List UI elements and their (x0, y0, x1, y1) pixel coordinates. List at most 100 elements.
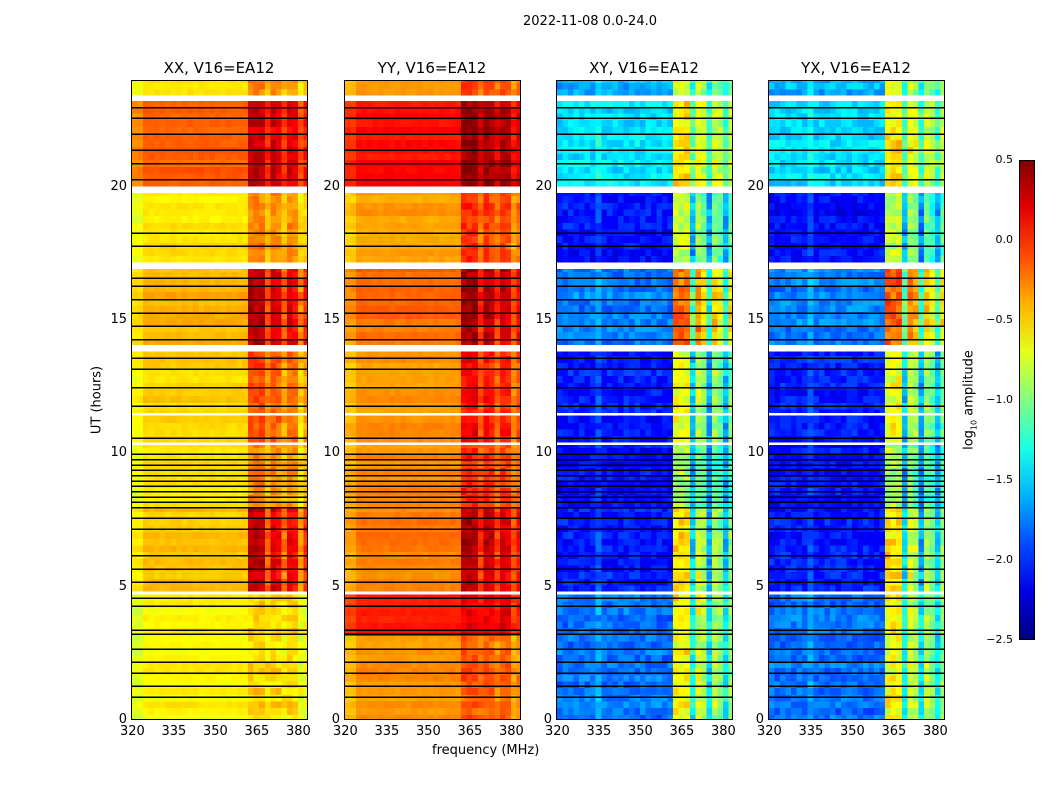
heatmap-cell (450, 507, 457, 513)
heatmap-cell (488, 474, 495, 482)
heatmap-cell (275, 113, 282, 121)
heatmap-cell (477, 585, 484, 593)
heatmap-cell (242, 179, 249, 187)
heatmap-cell (170, 179, 177, 187)
heatmap-cell (356, 429, 363, 437)
heatmap-cell (494, 447, 501, 455)
heatmap-cell (248, 278, 255, 286)
heatmap-cell (203, 119, 210, 127)
heatmap-cell (303, 634, 307, 642)
heatmap-cell (422, 362, 429, 370)
heatmap-cell (303, 153, 307, 161)
heatmap-cell (488, 422, 495, 430)
heatmap-cell (292, 179, 299, 187)
heatmap-cell (214, 674, 221, 682)
heatmap-cell (303, 507, 307, 513)
heatmap-cell (345, 647, 352, 655)
heatmap-cell (264, 641, 271, 649)
heatmap-cell (220, 474, 227, 482)
heatmap-cell (132, 571, 139, 579)
heatmap-cell (214, 318, 221, 326)
heatmap-cell (275, 193, 282, 197)
heatmap-cell (253, 538, 260, 546)
heatmap-cell (220, 494, 227, 502)
heatmap-cell (170, 271, 177, 279)
heatmap-cell (303, 694, 307, 702)
heatmap-cell (214, 351, 221, 357)
heatmap-cell (411, 362, 418, 370)
heatmap-cell (187, 179, 194, 187)
heatmap-cell (405, 641, 412, 649)
heatmap-cell (510, 661, 517, 669)
heatmap-cell (499, 395, 506, 403)
heatmap-cell (143, 249, 150, 257)
heatmap-cell (297, 101, 304, 107)
heatmap-cell (275, 674, 282, 682)
heatmap-cell (176, 331, 183, 339)
heatmap-cell (488, 681, 495, 689)
heatmap-cell (516, 635, 520, 642)
heatmap-cell (389, 647, 396, 655)
heatmap-cell (137, 701, 144, 709)
heatmap-cell (165, 291, 172, 299)
heatmap-cell (466, 622, 473, 630)
heatmap-cell (192, 507, 199, 513)
heatmap-cell (461, 375, 468, 383)
heatmap-cell (505, 351, 512, 357)
heatmap-cell (159, 382, 166, 390)
heatmap-cell (405, 531, 412, 539)
heatmap-cell (483, 507, 490, 513)
heatmap-cell (242, 707, 249, 715)
heatmap-cell (132, 126, 139, 134)
heatmap-cell (187, 235, 194, 243)
heatmap-cell (209, 674, 216, 682)
heatmap-cell (389, 654, 396, 662)
heatmap-cell (264, 318, 271, 326)
heatmap-cell (505, 435, 512, 443)
heatmap-cell (264, 249, 271, 257)
heatmap-cell (259, 139, 266, 147)
heatmap-cell (253, 311, 260, 319)
heatmap-cell (242, 654, 249, 662)
heatmap-cell (237, 641, 244, 649)
heatmap-cell (181, 661, 188, 669)
heatmap-cell (132, 202, 139, 210)
heatmap-cell (248, 687, 255, 695)
heatmap-cell (427, 545, 434, 553)
heatmap-cell (450, 687, 457, 695)
heatmap-cell (455, 694, 462, 702)
heatmap-cell (477, 507, 484, 513)
heatmap-cell (198, 571, 205, 579)
heatmap-cell (181, 89, 188, 97)
heatmap-cell (242, 558, 249, 566)
heatmap-cell (259, 222, 266, 230)
heatmap-cell (154, 173, 161, 181)
heatmap-cell (275, 627, 282, 635)
heatmap-cell (176, 481, 183, 489)
heatmap-cell (422, 422, 429, 430)
heatmap-cell (505, 429, 512, 437)
heatmap-cell (192, 511, 199, 519)
heatmap-cell (444, 595, 451, 603)
heatmap-cell (356, 538, 363, 546)
heatmap-cell (411, 609, 418, 617)
heatmap-cell (461, 494, 468, 502)
heatmap-cell (242, 661, 249, 669)
heatmap-cell (176, 674, 183, 682)
heatmap-cell (192, 694, 199, 702)
heatmap-cell (427, 518, 434, 526)
heatmap-cell (259, 571, 266, 579)
heatmap-cell (416, 409, 423, 417)
heatmap-cell (361, 382, 368, 390)
heatmap-cell (203, 195, 210, 203)
heatmap-cell (439, 338, 446, 346)
heatmap-cell (433, 454, 440, 462)
heatmap-cell (231, 305, 238, 313)
heatmap-cell (510, 454, 517, 462)
heatmap-cell (461, 595, 468, 603)
heatmap-cell (181, 235, 188, 243)
heatmap-cell (192, 106, 199, 114)
heatmap-cell (477, 661, 484, 669)
heatmap-cell (242, 395, 249, 403)
heatmap-cell (154, 285, 161, 293)
